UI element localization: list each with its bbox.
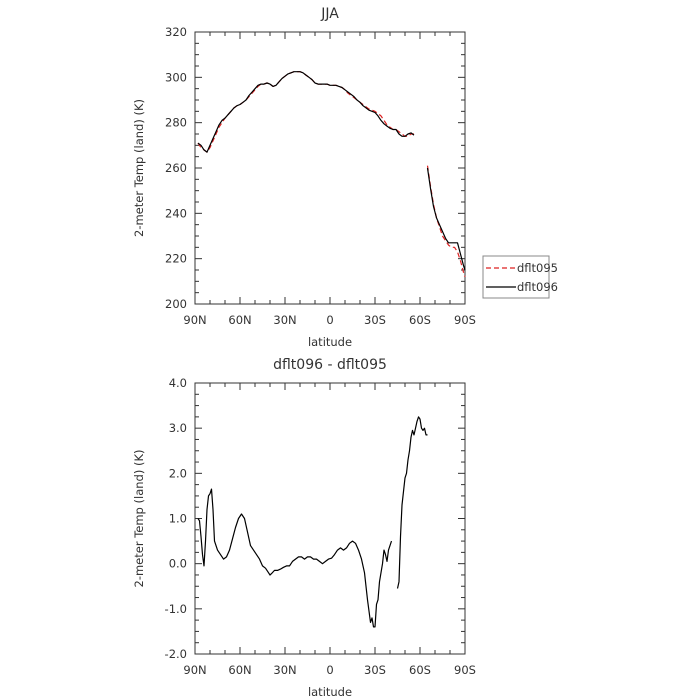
x-tick-label: 90S — [454, 663, 476, 677]
x-tick-label: 30S — [364, 313, 386, 327]
y-tick-label: -2.0 — [165, 647, 187, 661]
lower-panel-difference: 90N 60N 30N 0 30S 60S 90S -2.0 -1.0 0.0 1.0 2.0 3.0 4… — [132, 357, 476, 699]
y-tick-label: 220 — [165, 252, 187, 266]
plot-frame — [194, 31, 466, 305]
series-line-dflt096 — [197, 71, 415, 153]
y-axis-label: 2-meter Temp (land) (K) — [132, 99, 146, 237]
plot-frame — [194, 382, 466, 655]
x-tick-label: 0 — [326, 663, 333, 677]
x-axis-label: latitude — [308, 335, 352, 349]
x-tick-label: 60N — [228, 663, 251, 677]
x-tick-label: 60S — [409, 663, 431, 677]
x-tick-label: 60N — [228, 313, 251, 327]
x-tick-label: 90S — [454, 313, 476, 327]
series-line-dflt095 — [426, 165, 466, 277]
upper-panel-jja: 90N 60N 30N 0 30S 60S 90S 200 220 240 260 280 300 320… — [132, 6, 476, 349]
y-tick-label: 2.0 — [169, 466, 187, 480]
series-line-difference — [197, 488, 393, 628]
y-tick-label: 0.0 — [169, 557, 187, 571]
series-line-dflt096 — [426, 167, 466, 271]
y-tick-label: 260 — [165, 161, 187, 175]
x-tick-label: 90N — [183, 313, 206, 327]
y-tick-label: 4.0 — [169, 376, 187, 390]
x-tick-label: 30S — [364, 663, 386, 677]
x-tick-label: 0 — [326, 313, 333, 327]
x-tick-label: 30N — [273, 313, 296, 327]
y-axis-label: 2-meter Temp (land) (K) — [132, 450, 146, 588]
x-tick-label: 60S — [409, 313, 431, 327]
y-tick-label: 3.0 — [169, 421, 187, 435]
x-tick-label: 30N — [273, 663, 296, 677]
y-tick-label: 240 — [165, 206, 187, 220]
legend-label-dflt095: dflt095 — [517, 261, 558, 275]
y-tick-label: 1.0 — [169, 512, 187, 526]
x-tick-label: 90N — [183, 663, 206, 677]
y-tick-label: 200 — [165, 297, 187, 311]
series-line-difference — [396, 416, 428, 589]
y-tick-label: 300 — [165, 70, 187, 84]
legend: dflt095 dflt096 — [482, 255, 558, 299]
y-tick-label: -1.0 — [165, 602, 187, 616]
y-tick-label: 320 — [165, 25, 187, 39]
y-tick-label: 280 — [165, 116, 187, 130]
chart-title: dflt096 - dflt095 — [273, 357, 387, 373]
x-axis-label: latitude — [308, 685, 352, 699]
legend-label-dflt096: dflt096 — [517, 280, 558, 294]
legend-box — [482, 255, 550, 299]
chart-title: JJA — [320, 6, 339, 22]
